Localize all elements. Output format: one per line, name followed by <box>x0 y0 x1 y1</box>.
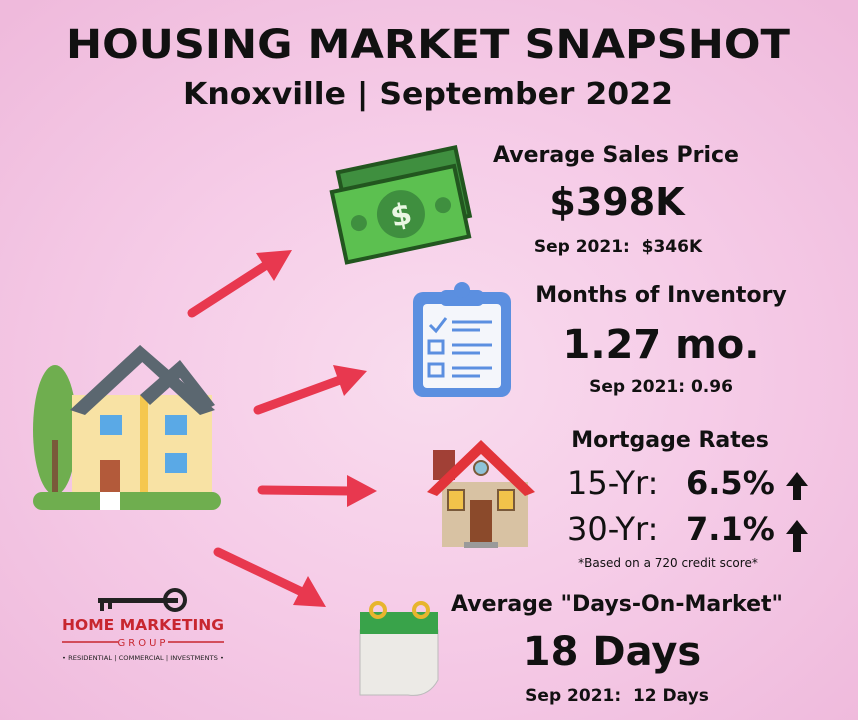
metric-comparison: Sep 2021: 0.96 <box>589 377 733 397</box>
calendar-icon <box>359 601 439 696</box>
arrows <box>187 250 377 607</box>
rate-note: *Based on a 720 credit score* <box>578 556 758 570</box>
metric-comparison: Sep 2021: 12 Days <box>525 686 709 706</box>
money-icon: $ <box>329 144 473 265</box>
rate-value: 7.1% <box>686 510 775 548</box>
metric-value: 1.27 mo. <box>563 322 760 368</box>
rate-term: 15-Yr: <box>567 464 658 502</box>
metric-label: Average Sales Price <box>493 143 739 168</box>
rate-term: 30-Yr: <box>567 510 658 548</box>
logo-group: GROUP <box>118 638 169 649</box>
metric-label: Mortgage Rates <box>571 428 769 453</box>
logo: HOME MARKETING GROUP • RESIDENTIAL | COM… <box>62 588 224 662</box>
up-arrows <box>786 472 808 552</box>
metric-value: $398K <box>549 180 686 224</box>
subtitle: Knoxville | September 2022 <box>183 77 673 112</box>
logo-name: HOME MARKETING <box>62 616 224 634</box>
clipboard-icon <box>413 282 511 397</box>
metric-label: Months of Inventory <box>535 283 787 308</box>
logo-tagline: • RESIDENTIAL | COMMERCIAL | INVESTMENTS… <box>62 655 224 662</box>
rate-value: 6.5% <box>686 464 775 502</box>
house-icon <box>33 345 221 510</box>
metric-value: 18 Days <box>523 629 701 675</box>
metric-comparison: Sep 2021: $346K <box>534 237 703 257</box>
metric-label: Average "Days-On-Market" <box>451 592 783 617</box>
small-house-icon <box>427 440 535 548</box>
title: HOUSING MARKET SNAPSHOT <box>66 22 791 68</box>
